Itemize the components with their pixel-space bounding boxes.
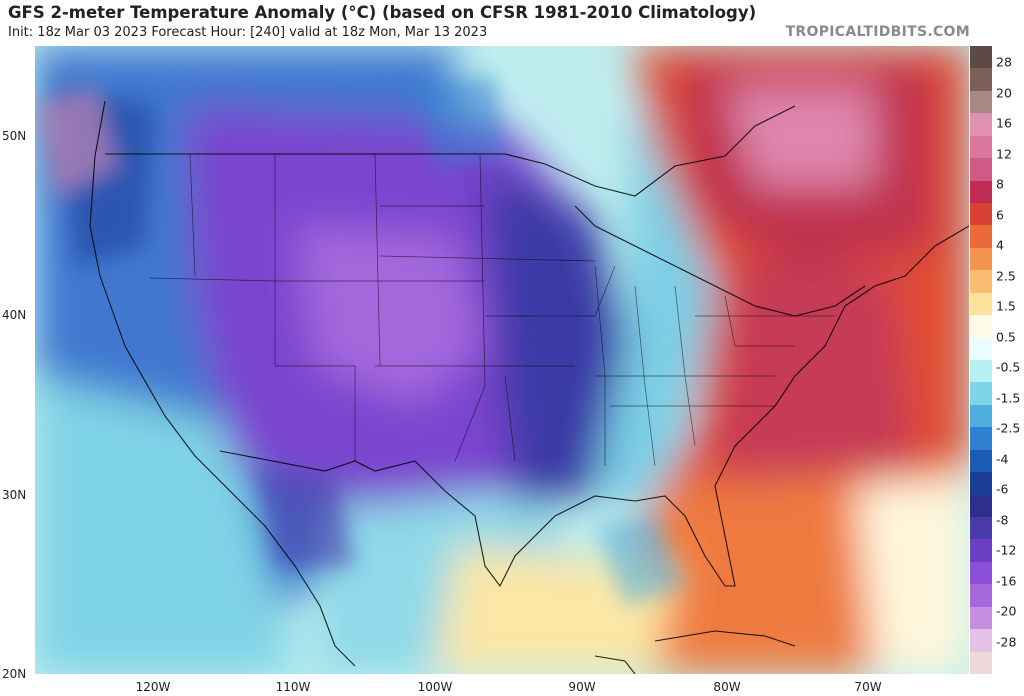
colorbar-label: -0.5 <box>996 359 1021 375</box>
country-borders <box>89 100 969 674</box>
lon-label-110w: 110W <box>275 680 311 694</box>
colorbar-swatch <box>970 606 992 630</box>
colorbar-label: -28 <box>996 634 1017 649</box>
state-borders <box>149 153 835 467</box>
colorbar-label: -8 <box>996 512 1009 527</box>
colorbar-swatch <box>970 180 992 204</box>
colorbar-swatch <box>970 584 992 608</box>
colorbar-swatch <box>970 203 992 226</box>
colorbar-swatch <box>970 629 992 653</box>
colorbar-label: 6 <box>996 207 1004 222</box>
colorbar-swatch <box>970 382 992 406</box>
colorbar-label: 0.5 <box>996 329 1016 344</box>
lon-label-120w: 120W <box>135 680 171 694</box>
colorbar-label: 28 <box>996 54 1012 70</box>
colorbar-swatch <box>970 292 992 316</box>
colorbar-swatch <box>970 135 992 159</box>
colorbar-label: -16 <box>996 573 1017 588</box>
colorbar-label: 16 <box>996 115 1012 131</box>
colorbar-label: 8 <box>996 176 1004 192</box>
colorbar-label: -6 <box>996 481 1009 497</box>
colorbar-swatch <box>970 247 992 271</box>
colorbar-swatch <box>970 449 992 473</box>
anomaly-field <box>35 46 969 674</box>
lat-label-20n: 20N <box>2 667 27 681</box>
anomaly-detail <box>35 76 685 606</box>
colorbar-label: 12 <box>996 146 1012 161</box>
colorbar-swatch <box>970 561 992 585</box>
colorbar-label: -20 <box>996 603 1017 619</box>
colorbar-swatch <box>970 113 992 137</box>
colorbar-swatch <box>970 68 992 92</box>
colorbar-label: -2.5 <box>996 420 1021 436</box>
colorbar-swatch <box>970 404 992 428</box>
colorbar-swatch <box>970 270 992 294</box>
colorbar-swatch <box>970 225 992 249</box>
colorbar-swatch <box>970 360 992 383</box>
colorbar-swatch <box>970 427 992 451</box>
lon-label-70w: 70W <box>854 680 882 694</box>
colorbar-swatch <box>970 46 992 69</box>
lat-label-30n: 30N <box>2 488 27 502</box>
colorbar-swatch <box>970 539 992 563</box>
colorbar-label: 1.5 <box>996 298 1016 314</box>
map-title: GFS 2-meter Temperature Anomaly (°C) (ba… <box>8 3 757 22</box>
colorbar-swatch <box>970 517 992 540</box>
colorbar-swatch <box>970 90 992 114</box>
colorbar-label: 4 <box>996 237 1004 253</box>
colorbar-swatch <box>970 337 992 361</box>
colorbar-label: -12 <box>996 542 1017 558</box>
colorbar-label: 20 <box>996 85 1012 100</box>
lon-label-100w: 100W <box>417 680 453 694</box>
colorbar-swatch <box>970 158 992 182</box>
brand-watermark: TROPICALTIDBITS.COM <box>785 24 970 40</box>
colorbar-label: -1.5 <box>996 390 1021 405</box>
colorbar-swatch <box>970 315 992 339</box>
colorbar: 28 20 16 12 8 6 4 2.5 1.5 0.5 -0.5 -1.5 -2.5 -4 -6 -8 -1… <box>970 46 1024 675</box>
lat-label-40n: 40N <box>2 308 27 322</box>
lat-label-50n: 50N <box>2 129 27 143</box>
map-subtitle: Init: 18z Mar 03 2023 Forecast Hour: [24… <box>8 25 488 40</box>
colorbar-swatch <box>970 472 992 496</box>
colorbar-swatch <box>970 651 992 675</box>
colorbar-swatch <box>970 494 992 518</box>
lon-label-90w: 90W <box>568 680 596 694</box>
anomaly-map <box>35 46 969 674</box>
colorbar-label: -4 <box>996 451 1009 466</box>
lon-label-80w: 80W <box>713 680 741 694</box>
colorbar-label: 2.5 <box>996 268 1016 283</box>
